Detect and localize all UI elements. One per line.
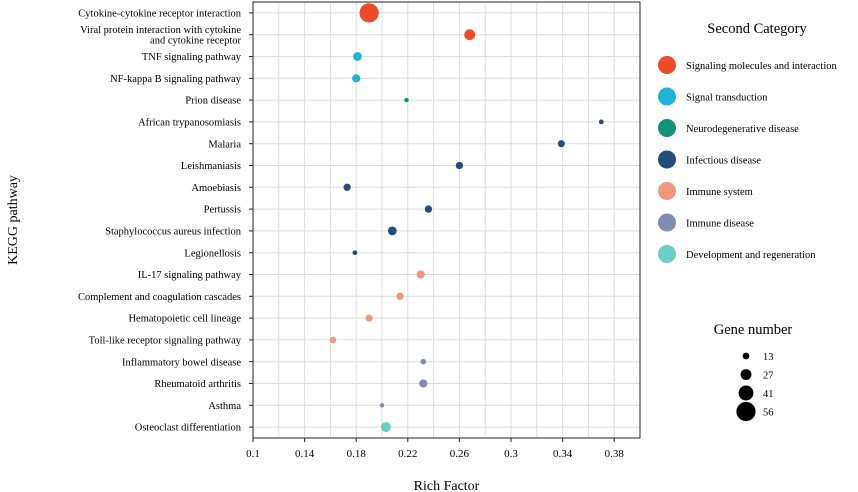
size-legend-dot (738, 385, 754, 401)
data-point (416, 270, 425, 279)
legend-label: Neurodegenerative disease (686, 124, 799, 135)
pathway-label: Rheumatoid arthritis (154, 379, 241, 390)
size-legend-label: 41 (763, 389, 774, 400)
x-tick-label: 0.34 (553, 448, 573, 460)
legend-label: Immune disease (686, 218, 754, 229)
legend-label: Signaling molecules and interaction (686, 61, 838, 72)
plot-frame (252, 1, 641, 439)
size-legend-title: Gene number (714, 322, 793, 338)
pathway-label: Amoebiasis (191, 183, 241, 194)
pathway-label: Complement and coagulation cascades (78, 292, 241, 303)
data-point (365, 314, 373, 322)
data-point (420, 358, 427, 365)
x-tick-label: 0.38 (605, 448, 625, 460)
data-point (352, 250, 358, 256)
pathway-label: TNF signaling pathway (142, 52, 242, 63)
data-point (557, 140, 565, 148)
legend-swatch (658, 150, 676, 169)
size-legend-label: 27 (763, 371, 774, 382)
data-point (455, 161, 464, 170)
category-legend: Second Category Signaling molecules and … (658, 21, 838, 263)
category-legend-title: Second Category (707, 21, 807, 37)
x-tick-label: 0.18 (347, 448, 367, 460)
legend-swatch (658, 56, 676, 74)
pathway-labels: Cytokine-cytokine receptor interaction Vi… (78, 9, 253, 434)
data-point (380, 422, 391, 433)
legend-label: Immune system (686, 187, 753, 198)
data-point (419, 379, 428, 388)
data-point (424, 205, 433, 213)
x-tick-label: 0.3 (504, 448, 518, 460)
pathway-label: IL-17 signaling pathway (138, 270, 242, 281)
legend-swatch (658, 245, 676, 263)
legend-swatch (658, 119, 676, 137)
legend-label: Development and regeneration (686, 250, 816, 261)
x-axis-title: Rich Factor (414, 479, 480, 492)
legend-swatch (658, 87, 676, 106)
grid (252, 2, 641, 438)
y-axis-title: KEGG pathway (6, 175, 21, 265)
pathway-label: Malaria (208, 139, 241, 150)
pathway-label: Osteoclast differentiation (135, 423, 242, 434)
size-legend-label: 13 (763, 352, 774, 363)
data-point (353, 52, 362, 61)
data-point (379, 403, 385, 408)
legend-swatch (658, 182, 676, 200)
data-point (343, 183, 351, 191)
pathway-label: African trypanosomiasis (138, 118, 241, 129)
data-point (464, 29, 476, 41)
pathway-label: and cytokine receptor (150, 36, 241, 47)
pathway-label: Cytokine-cytokine receptor interaction (78, 9, 241, 20)
pathway-label: NF-kappa B signaling pathway (110, 74, 242, 85)
pathway-label: Staphylococcus aureus infection (105, 227, 242, 238)
x-tick-label: 0.14 (295, 448, 315, 460)
size-legend-label: 56 (763, 408, 774, 419)
legend-swatch (658, 213, 676, 232)
x-tick-label: 0.22 (398, 448, 417, 460)
size-legend-dot (736, 401, 756, 422)
data-point (598, 119, 604, 125)
pathway-label: Hematopoietic cell lineage (128, 314, 241, 325)
pathway-label: Leishmaniasis (181, 161, 241, 172)
data-point (352, 74, 361, 83)
pathway-label: Asthma (208, 401, 241, 412)
pathway-label: Pertussis (204, 205, 241, 216)
size-legend-dot (740, 369, 752, 380)
pathway-label: Prion disease (185, 96, 241, 107)
size-legend: Gene number 13 27 41 56 (714, 322, 793, 422)
data-point (329, 336, 337, 344)
pathway-label: Viral protein interaction with cytokine (80, 25, 241, 36)
data-point (396, 292, 404, 300)
legend-label: Infectious disease (686, 155, 761, 166)
pathway-label: Inflammatory bowel disease (122, 357, 241, 368)
pathway-label: Toll-like receptor signaling pathway (89, 336, 242, 347)
data-point (404, 97, 409, 103)
data-point (359, 3, 379, 23)
size-legend-dot (742, 352, 750, 360)
data-points (329, 3, 604, 433)
x-axis-ticks: 0.1 0.14 0.18 0.22 0.26 0.3 0.34 0.38 (246, 438, 624, 460)
x-tick-label: 0.1 (246, 448, 260, 460)
legend-label: Signal transduction (686, 92, 768, 103)
pathway-label: Legionellosis (184, 248, 241, 259)
x-tick-label: 0.26 (450, 448, 470, 460)
data-point (387, 226, 397, 236)
